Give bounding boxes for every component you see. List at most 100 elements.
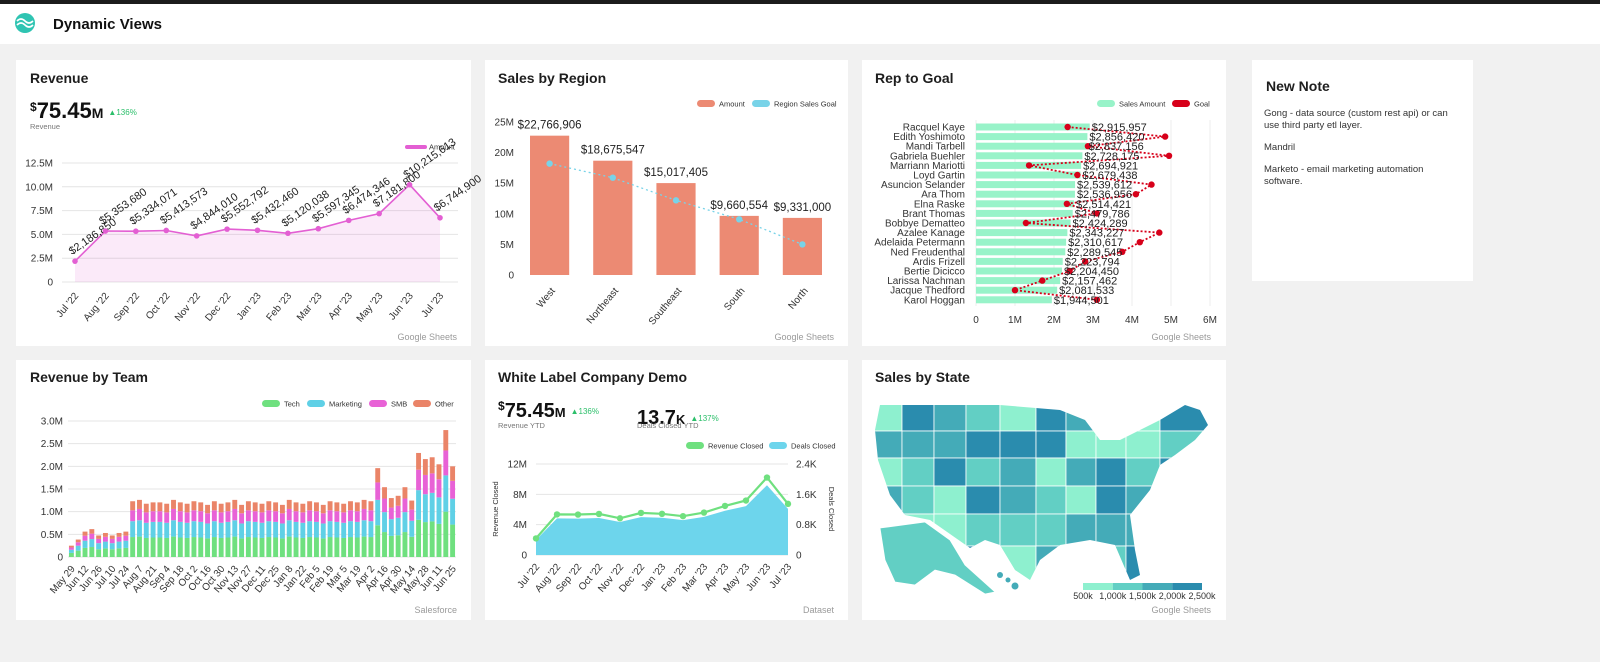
- state-region: [1011, 582, 1019, 590]
- bar-segment: [266, 521, 272, 538]
- x-tick-label: 2M: [1047, 315, 1061, 326]
- y-tick-label: 1.6K: [796, 490, 817, 501]
- bar-segment: [143, 512, 149, 523]
- kpi: 13.7K ▲137%: [637, 407, 719, 429]
- legend-swatch: [697, 100, 715, 107]
- value-label: $15,017,405: [644, 167, 708, 179]
- logo-circle: [15, 13, 35, 33]
- kpi: $75.45M ▲136%: [30, 98, 137, 123]
- legend-label: Amount: [429, 143, 456, 152]
- bar-segment: [116, 532, 122, 537]
- bar-segment: [82, 547, 88, 557]
- bar-segment: [211, 537, 217, 557]
- y-tick-label: Ned Freudenthal: [891, 247, 966, 258]
- value-label: $2,837,156: [1089, 141, 1144, 153]
- bar: [656, 183, 696, 275]
- bar-segment: [395, 517, 401, 536]
- bar-segment: [409, 536, 415, 557]
- y-tick-label: Marriann Mariotti: [890, 161, 965, 172]
- card: [485, 360, 848, 620]
- bar-segment: [388, 498, 394, 508]
- y-tick-label: Mandi Tarbell: [906, 142, 965, 153]
- point: [616, 515, 624, 522]
- bar-segment: [232, 536, 238, 557]
- note-card[interactable]: New Note Gong - data source (custom rest…: [1252, 60, 1473, 281]
- legend-swatch: [769, 442, 787, 449]
- logo[interactable]: [15, 13, 35, 33]
- bar-segment: [327, 521, 333, 538]
- point: [1165, 152, 1173, 159]
- bar-segment: [184, 537, 190, 557]
- bar-segment: [205, 538, 210, 557]
- bar-segment: [422, 522, 428, 557]
- bar-segment: [184, 522, 190, 538]
- state-region: [1035, 485, 1067, 515]
- value-label: $2,223,794: [1065, 256, 1120, 268]
- bar-segment: [286, 536, 292, 557]
- bar-segment: [116, 541, 122, 549]
- state-region: [933, 405, 967, 432]
- bar-segment: [137, 508, 142, 521]
- data-source: Salesforce: [414, 605, 457, 615]
- bar-segment: [266, 501, 272, 511]
- y-tick-label: 10.0M: [25, 182, 53, 193]
- point: [595, 510, 603, 518]
- point: [406, 181, 413, 188]
- x-tick-label: 6M: [1203, 315, 1217, 326]
- bar-segment: [368, 521, 374, 538]
- bar-segment: [225, 537, 231, 557]
- bar-segment: [191, 521, 197, 538]
- colorbar-segment: [1083, 583, 1113, 590]
- y-tick-label: Elna Raske: [914, 199, 966, 210]
- bar: [976, 152, 1083, 160]
- bar-segment: [341, 503, 347, 513]
- bar-segment: [82, 535, 88, 541]
- state-region: [901, 485, 935, 515]
- point: [376, 210, 382, 217]
- point: [546, 160, 553, 167]
- bar-segment: [300, 512, 306, 523]
- y-tick-label: 0: [796, 551, 802, 562]
- point: [658, 510, 666, 518]
- point: [1119, 248, 1126, 255]
- bar-segment: [157, 502, 163, 512]
- y-tick-label: 2.0M: [41, 462, 63, 473]
- bar-segment: [225, 521, 231, 538]
- y-tick-label: 10M: [495, 209, 514, 220]
- logo-waves: [16, 18, 34, 28]
- value-label: $2,694,921: [1083, 160, 1138, 172]
- bar-segment: [123, 547, 129, 557]
- data-source: Dataset: [803, 605, 835, 615]
- y-tick-label: Bertie Dicicco: [904, 267, 966, 278]
- point: [1084, 143, 1092, 150]
- bar: [976, 267, 1062, 275]
- colorbar-label: 1,000k: [1099, 591, 1127, 601]
- bar-segment: [348, 510, 353, 522]
- bar-segment: [443, 475, 449, 512]
- bar-segment: [388, 519, 394, 536]
- bar-segment: [109, 543, 115, 550]
- bar-segment: [157, 537, 163, 557]
- value-label: $2,679,438: [1082, 170, 1137, 182]
- legend-swatch: [369, 400, 387, 407]
- bar-segment: [259, 512, 265, 523]
- bar-segment: [123, 535, 129, 541]
- bar-segment: [307, 537, 313, 557]
- legend-swatch: [752, 100, 770, 107]
- point: [285, 230, 291, 237]
- bar-segment: [171, 520, 176, 537]
- y-tick-label: 8M: [513, 490, 527, 501]
- bar-segment: [368, 510, 374, 522]
- state-region: [1095, 485, 1127, 515]
- bar-segment: [395, 535, 401, 557]
- bar-segment: [443, 430, 449, 451]
- value-label: $2,204,450: [1064, 266, 1119, 278]
- legend-label: Tech: [284, 400, 300, 409]
- value-label: $9,331,000: [774, 202, 832, 214]
- state-region: [879, 521, 996, 595]
- y-tick-label: 0.8K: [796, 520, 817, 531]
- bar-segment: [273, 502, 279, 512]
- bar-segment: [184, 503, 190, 513]
- bar-segment: [273, 521, 279, 538]
